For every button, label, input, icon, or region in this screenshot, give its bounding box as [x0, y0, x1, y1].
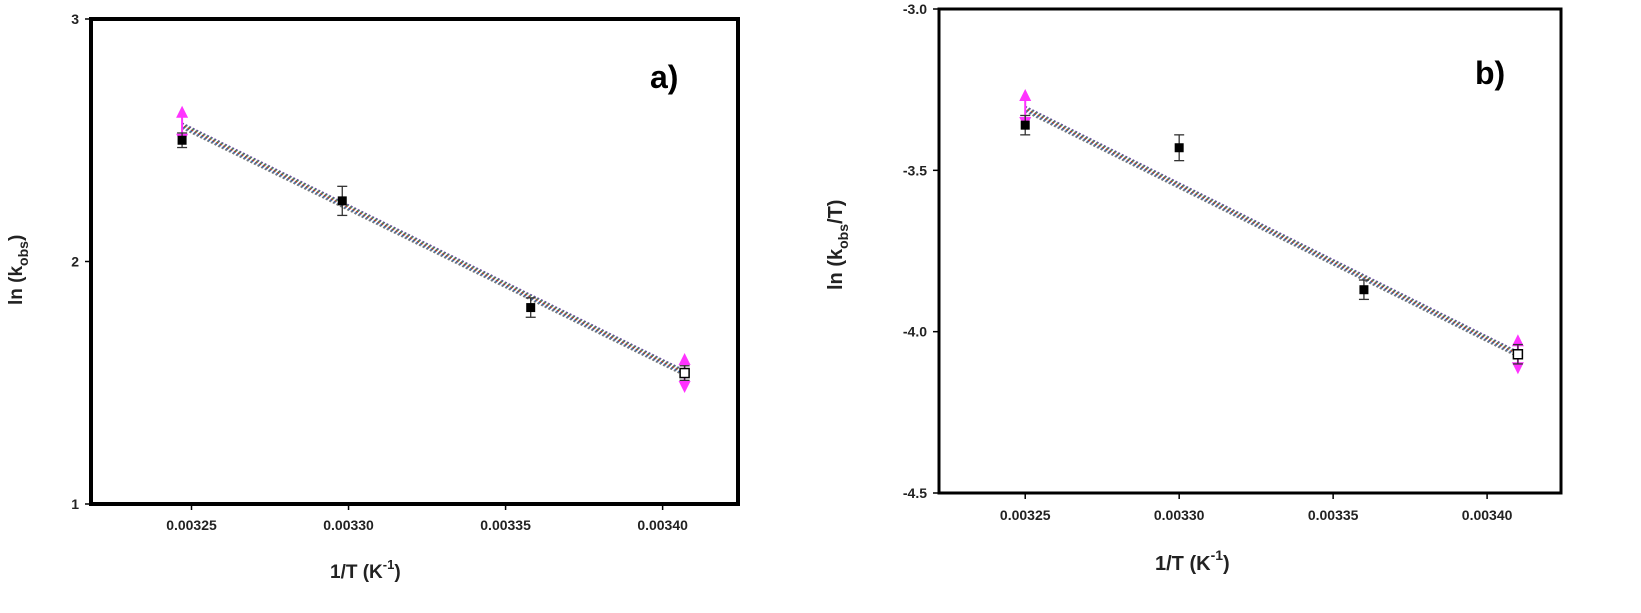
chart-a-end-marker-down	[678, 381, 691, 394]
chart-b-data-point	[1358, 279, 1369, 301]
chart-a-end-marker-up	[678, 353, 691, 366]
chart-b-frame	[937, 7, 1563, 495]
chart-b-xtick-label: 0.00325	[1000, 507, 1051, 523]
chart-b-point-marker	[1174, 143, 1184, 153]
chart-b-point-marker	[1359, 285, 1369, 295]
chart-a-point-marker	[337, 196, 347, 206]
chart-b-end-marker-up	[1019, 89, 1032, 102]
chart-a-fit-line	[181, 122, 685, 377]
chart-b-xlabel: 1/T (K-1)	[1155, 547, 1230, 575]
chart-a-data-point	[337, 185, 348, 217]
chart-b-fit-line	[1024, 105, 1519, 358]
chart-a-xtick-label: 0.00330	[323, 517, 374, 533]
chart-a-point-marker	[177, 135, 187, 145]
chart-b-end-marker-down	[1511, 362, 1524, 375]
chart-b-xtick-label: 0.00335	[1308, 507, 1359, 523]
chart-a-fit-stroke	[181, 126, 685, 376]
chart-a-data-point	[177, 132, 188, 149]
chart-b-end-marker-up	[1511, 334, 1524, 347]
chart-b-xtick-label: 0.00340	[1462, 507, 1513, 523]
chart-b-ylabel: ln (kobs/T)	[825, 200, 851, 290]
chart-b-data-point	[1020, 114, 1031, 136]
chart-a-point-marker	[526, 303, 536, 313]
chart-a-end-marker-up	[176, 105, 189, 118]
chart-b-ytick-label: -4.5	[903, 485, 927, 501]
chart-b-fit-stroke	[1024, 109, 1519, 357]
chart-a-fit-stroke	[181, 123, 685, 373]
chart-a-fit-stroke	[181, 122, 685, 372]
chart-a-xtick-label: 0.00325	[166, 517, 217, 533]
chart-b-ytick-label: -3.0	[903, 1, 927, 17]
chart-b-xtick-label: 0.00330	[1154, 507, 1205, 523]
chart-b-fit-stroke	[1024, 110, 1519, 358]
chart-b-ytick-label: -4.0	[903, 324, 927, 340]
chart-a-ytick-label: 2	[71, 254, 79, 270]
chart-a-point-marker	[679, 367, 690, 379]
chart-a-ytick-label: 1	[71, 496, 79, 512]
chart-a-panel-label: a)	[650, 59, 678, 95]
chart-b-point-marker	[1512, 349, 1524, 360]
chart-b-point-marker	[1020, 120, 1030, 130]
chart-a-ylabel: ln (kobs)	[6, 235, 31, 305]
chart-b: b) 1/T (K-1) ln (kobs/T) 0.00325 0.00330 0…	[825, 1, 1563, 575]
chart-a-data-point	[679, 365, 690, 381]
chart-b-fit-stroke	[1024, 107, 1519, 354]
chart-a-xtick-label: 0.00340	[637, 517, 688, 533]
chart-a-data-point	[525, 297, 536, 318]
chart-a-fit-stroke	[181, 127, 685, 377]
chart-b-fit-stroke	[1024, 105, 1519, 353]
chart-a: a) 1/T (K-1) ln (kobs) 0.00325 0.00330 0.0…	[6, 11, 740, 583]
chart-a-fit-stroke	[181, 124, 685, 374]
chart-b-data-point	[1174, 134, 1185, 162]
chart-a-xlabel: 1/T (K-1)	[330, 557, 401, 583]
chart-a-xtick-label: 0.00335	[480, 517, 531, 533]
chart-b-data-point	[1512, 343, 1524, 365]
chart-b-ytick-label: -3.5	[903, 162, 927, 178]
chart-a-ytick-label: 3	[71, 11, 79, 27]
chart-b-panel-label: b)	[1475, 55, 1505, 91]
chart-b-fit-stroke	[1024, 108, 1519, 355]
chart-a-frame	[89, 17, 740, 506]
